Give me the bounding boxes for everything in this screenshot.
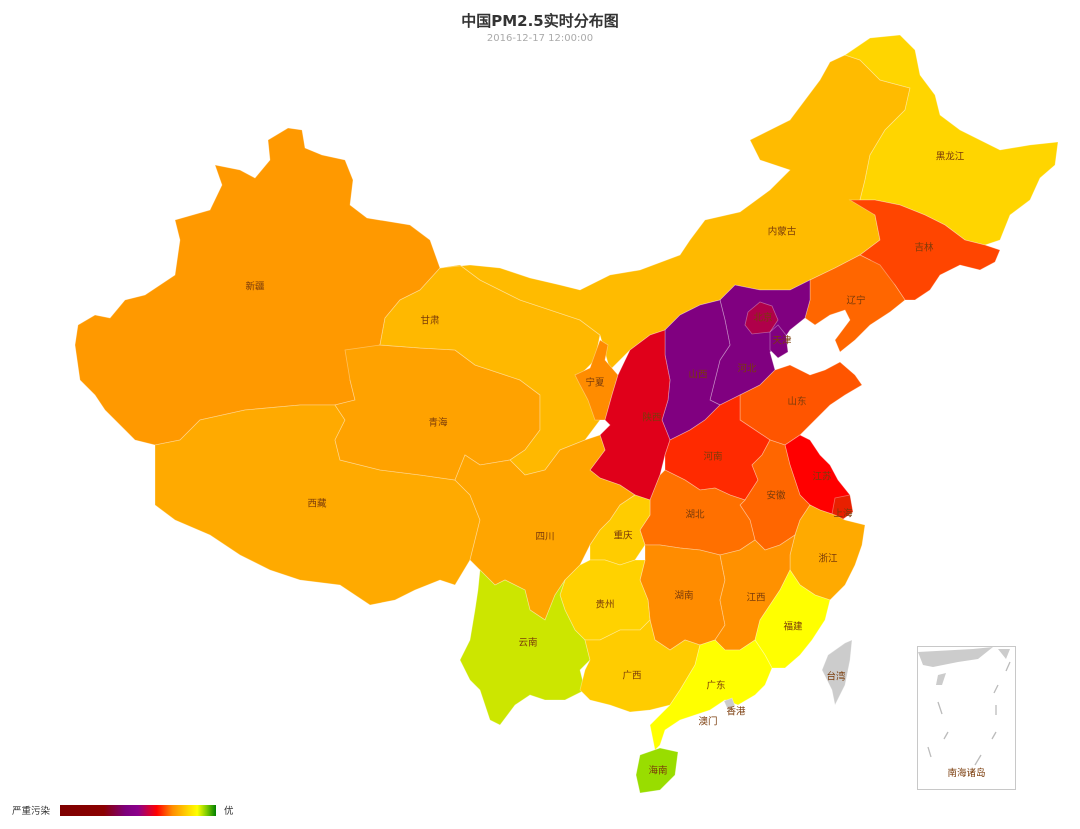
inset-label: 南海诸岛 (947, 768, 986, 779)
province-hebei[interactable] (709, 279, 811, 406)
province-ningxia[interactable] (574, 339, 619, 421)
province-taiwan[interactable] (821, 639, 853, 707)
south-china-sea-inset: 南海诸岛 (917, 646, 1016, 790)
province-guangdong[interactable] (649, 639, 773, 751)
color-legend: 严重污染 优 (12, 803, 234, 817)
legend-high-label: 优 (224, 806, 234, 817)
province-shanghai[interactable] (831, 494, 854, 521)
province-hainan[interactable] (635, 747, 679, 794)
map-title: 中国PM2.5实时分布图 (461, 12, 619, 30)
legend-low-label: 严重污染 (12, 806, 51, 817)
province-heilongjiang[interactable] (844, 34, 1059, 246)
legend-gradient-slider[interactable] (60, 804, 217, 816)
province-liaoning[interactable] (804, 254, 906, 353)
province-hongkong[interactable] (723, 697, 736, 711)
province-beijing[interactable] (744, 301, 779, 335)
province-tianjin[interactable] (769, 324, 789, 359)
label-macau: 澳门 (698, 716, 717, 728)
map-timestamp: 2016-12-17 12:00:00 (486, 33, 594, 44)
south-china-sea-islands-icon (918, 647, 1011, 766)
